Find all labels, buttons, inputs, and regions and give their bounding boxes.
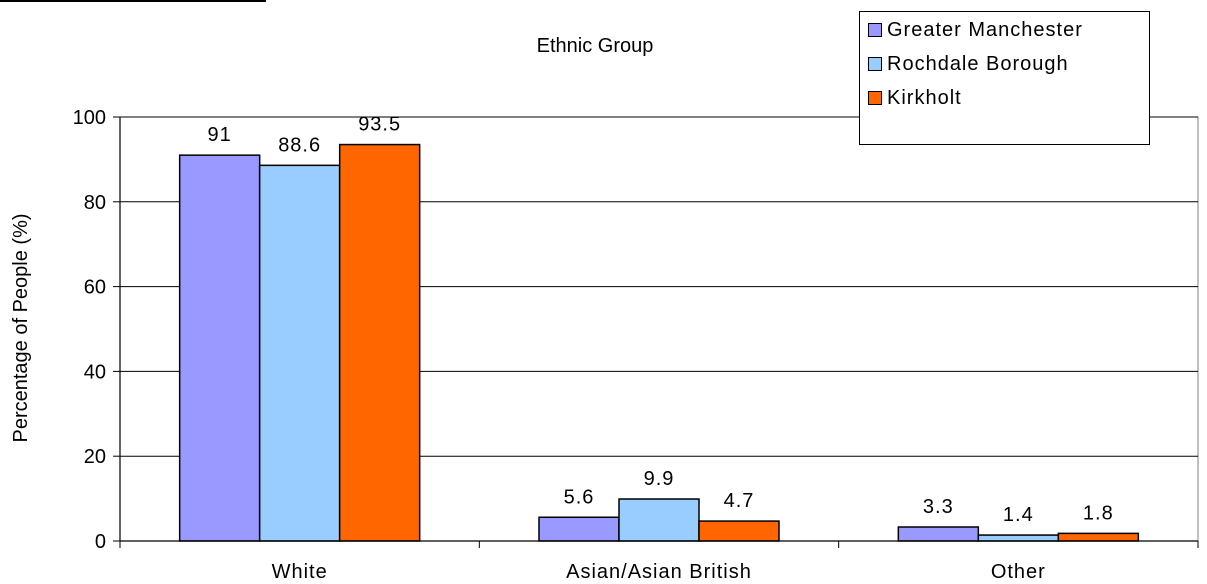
- x-category-label: White: [272, 561, 328, 583]
- bar: [618, 498, 700, 542]
- y-axis-label: Percentage of People (%): [10, 213, 32, 442]
- bar: [258, 164, 341, 542]
- chart-title: Ethnic Group: [537, 35, 654, 57]
- legend-label: Rochdale Borough: [887, 52, 1069, 75]
- x-category-label: Other: [991, 561, 1046, 583]
- y-tick-label: 100: [73, 107, 106, 129]
- bar: [1057, 532, 1140, 542]
- data-label: 88.6: [278, 134, 321, 156]
- legend-swatch-rochdale-borough: [868, 57, 882, 71]
- legend-item-kirkholt: Kirkholt: [868, 83, 962, 113]
- x-category-label: Asian/Asian British: [566, 561, 752, 583]
- bar: [897, 526, 980, 542]
- data-label: 1.8: [1083, 502, 1114, 524]
- bar: [977, 534, 1060, 542]
- bar: [178, 154, 261, 542]
- y-tick-label: 80: [84, 192, 106, 214]
- y-tick-label: 60: [84, 277, 106, 299]
- legend-label: Kirkholt: [887, 86, 962, 109]
- legend-item-greater-manchester: Greater Manchester: [868, 15, 1083, 45]
- data-label: 91: [208, 124, 232, 146]
- bar: [538, 516, 620, 542]
- data-label: 1.4: [1003, 504, 1034, 526]
- y-tick-label: 0: [95, 531, 106, 553]
- data-label: 9.9: [644, 468, 675, 490]
- data-label: 5.6: [564, 486, 595, 508]
- bar: [698, 520, 780, 542]
- data-label: 4.7: [724, 490, 755, 512]
- legend-item-rochdale-borough: Rochdale Borough: [868, 49, 1069, 79]
- y-tick-label: 20: [84, 446, 106, 468]
- data-label: 3.3: [923, 496, 954, 518]
- legend: Greater Manchester Rochdale Borough Kirk…: [859, 11, 1150, 145]
- legend-swatch-greater-manchester: [868, 23, 882, 37]
- legend-label: Greater Manchester: [887, 18, 1083, 41]
- legend-swatch-kirkholt: [868, 91, 882, 105]
- data-label: 93.5: [358, 114, 401, 136]
- y-tick-label: 40: [84, 361, 106, 383]
- bar: [338, 143, 421, 542]
- top-left-rule: [0, 0, 266, 2]
